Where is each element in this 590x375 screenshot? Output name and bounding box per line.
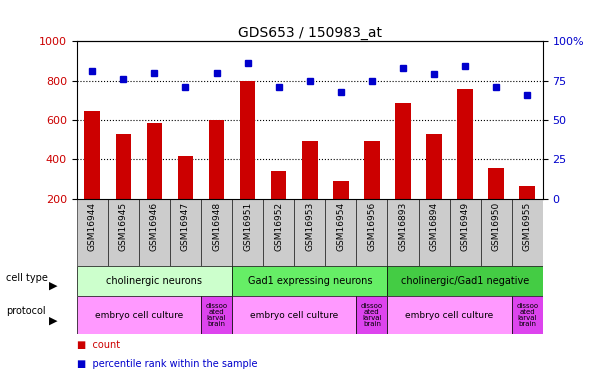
Bar — [77, 199, 108, 266]
Text: ■  percentile rank within the sample: ■ percentile rank within the sample — [77, 359, 257, 369]
Text: dissoo
ated
larval
brain: dissoo ated larval brain — [516, 303, 538, 327]
Text: dissoo
ated
larval
brain: dissoo ated larval brain — [205, 303, 228, 327]
Bar — [302, 141, 317, 199]
Bar — [512, 199, 543, 266]
Text: GSM16955: GSM16955 — [523, 202, 532, 251]
Text: ▶: ▶ — [49, 316, 57, 326]
Bar — [388, 199, 418, 266]
Bar — [481, 199, 512, 266]
Bar — [232, 199, 263, 266]
Bar — [450, 199, 481, 266]
Bar — [325, 199, 356, 266]
Text: cholinergic neurons: cholinergic neurons — [106, 276, 202, 286]
Bar — [457, 88, 473, 199]
Bar — [356, 296, 388, 334]
Text: embryo cell culture: embryo cell culture — [95, 310, 183, 320]
Bar — [77, 296, 201, 334]
Text: GSM16951: GSM16951 — [243, 202, 252, 251]
Text: ▶: ▶ — [49, 281, 57, 291]
Bar — [520, 186, 535, 199]
Bar — [77, 266, 232, 296]
Text: GSM16948: GSM16948 — [212, 202, 221, 251]
Text: Gad1 expressing neurons: Gad1 expressing neurons — [247, 276, 372, 286]
Text: GSM16953: GSM16953 — [305, 202, 314, 251]
Bar — [388, 266, 543, 296]
Bar — [333, 181, 349, 199]
Bar — [146, 123, 162, 199]
Bar — [116, 134, 131, 199]
Bar — [418, 199, 450, 266]
Bar — [139, 199, 170, 266]
Bar — [201, 296, 232, 334]
Text: GSM16952: GSM16952 — [274, 202, 283, 251]
Text: GSM16947: GSM16947 — [181, 202, 190, 251]
Bar — [512, 296, 543, 334]
Bar — [271, 171, 287, 199]
Bar — [426, 134, 442, 199]
Text: embryo cell culture: embryo cell culture — [250, 310, 338, 320]
Text: GSM16949: GSM16949 — [461, 202, 470, 251]
Text: GSM16950: GSM16950 — [491, 202, 501, 251]
Bar — [489, 168, 504, 199]
Title: GDS653 / 150983_at: GDS653 / 150983_at — [238, 26, 382, 40]
Text: GSM16954: GSM16954 — [336, 202, 345, 251]
Bar — [209, 120, 224, 199]
Text: GSM16894: GSM16894 — [430, 202, 438, 251]
Bar — [232, 296, 356, 334]
Bar — [178, 156, 194, 199]
Text: GSM16944: GSM16944 — [88, 202, 97, 251]
Text: embryo cell culture: embryo cell culture — [405, 310, 494, 320]
Bar — [356, 199, 388, 266]
Bar — [294, 199, 325, 266]
Bar — [232, 266, 388, 296]
Bar — [240, 81, 255, 199]
Bar — [84, 111, 100, 199]
Bar — [263, 199, 294, 266]
Bar — [388, 296, 512, 334]
Text: cell type: cell type — [6, 273, 48, 283]
Text: protocol: protocol — [6, 306, 45, 316]
Text: GSM16893: GSM16893 — [398, 202, 408, 251]
Text: cholinergic/Gad1 negative: cholinergic/Gad1 negative — [401, 276, 529, 286]
Bar — [364, 141, 380, 199]
Text: GSM16946: GSM16946 — [150, 202, 159, 251]
Bar — [108, 199, 139, 266]
Text: dissoo
ated
larval
brain: dissoo ated larval brain — [361, 303, 383, 327]
Text: ■  count: ■ count — [77, 340, 120, 350]
Text: GSM16956: GSM16956 — [368, 202, 376, 251]
Bar — [395, 103, 411, 199]
Bar — [201, 199, 232, 266]
Text: GSM16945: GSM16945 — [119, 202, 128, 251]
Bar — [170, 199, 201, 266]
